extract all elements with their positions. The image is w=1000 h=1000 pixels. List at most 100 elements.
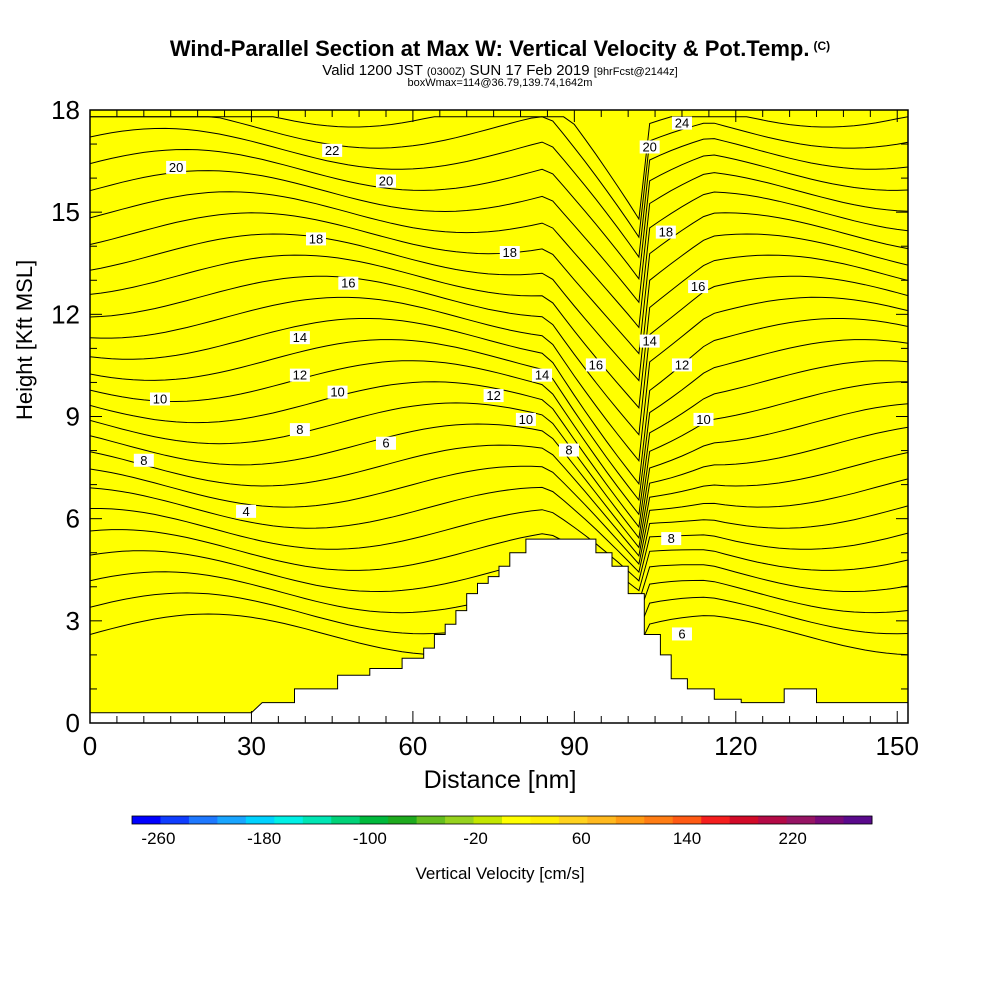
colorbar-segment <box>217 816 247 824</box>
isentrope-label: 20 <box>642 139 656 154</box>
isentrope-label: 24 <box>675 116 689 131</box>
isentrope-label-bg <box>149 392 170 406</box>
terrain <box>90 538 908 723</box>
x-tick-label: 90 <box>560 731 589 761</box>
colorbar-segment <box>188 816 218 824</box>
colorbar-segment <box>644 816 674 824</box>
colorbar-segment <box>530 816 560 824</box>
colorbar-segment <box>815 816 845 824</box>
colorbar-segment <box>786 816 816 824</box>
isentrope-line <box>90 212 908 355</box>
isentrope-label-bg <box>338 276 359 290</box>
isentrope-label-bg <box>688 280 709 294</box>
isentrope-line <box>90 465 908 566</box>
isentrope-label: 12 <box>486 388 500 403</box>
y-tick-label: 3 <box>66 606 80 636</box>
isentrope-label: 16 <box>589 357 603 372</box>
isentrope-labels: 20 22 20 18 16 14 12 10 8 6 10 8 4 18 12 14 10 8 16 24 20 18 1… <box>133 116 714 641</box>
y-tick-label: 0 <box>66 708 80 738</box>
isentrope-line <box>90 296 908 463</box>
isentrope-line <box>90 444 908 558</box>
x-tick-label: 60 <box>398 731 427 761</box>
colorbar-segment <box>302 816 332 824</box>
isentrope-line <box>90 191 908 329</box>
y-tick-label: 9 <box>66 402 80 432</box>
isentrope-label-bg <box>558 443 579 457</box>
colorbar-frame <box>131 815 873 825</box>
isentrope-label-bg <box>671 116 692 130</box>
isentrope-line <box>90 116 908 239</box>
chart-subtitle: Valid 1200 JST (0300Z) SUN 17 Feb 2019 [… <box>0 62 1000 79</box>
colorbar: -260 -180 -100 -20 60 140 220 <box>131 815 873 848</box>
isentrope-label-bg <box>532 368 553 382</box>
isentrope-label: 10 <box>519 412 533 427</box>
colorbar-segment <box>245 816 275 824</box>
isentrope-label: 16 <box>691 279 705 294</box>
isentrope-label: 16 <box>341 276 355 291</box>
isentrope-label: 14 <box>642 334 656 349</box>
isentrope-label-bg <box>639 334 660 348</box>
isentrope-line <box>90 116 908 221</box>
copyright-mark: (C) <box>813 39 831 53</box>
colorbar-segment <box>843 816 873 824</box>
colorbar-segment <box>388 816 418 824</box>
y-axis: 0 3 6 9 12 15 18 <box>51 95 908 738</box>
isentrope-line <box>90 127 908 259</box>
colorbar-segment <box>758 816 788 824</box>
isentrope-line <box>90 360 908 516</box>
isentrope-label-bg <box>661 532 682 546</box>
x-axis: 0 30 60 90 120 150 <box>83 110 919 761</box>
colorbar-segment <box>160 816 190 824</box>
isentrope-label: 14 <box>293 330 307 345</box>
colorbar-segment <box>416 816 446 824</box>
isentrope-label: 18 <box>503 245 517 260</box>
forecast-info: [9hrFcst@2144z] <box>593 66 678 78</box>
isentrope-line <box>90 170 908 304</box>
colorbar-segment <box>502 816 531 824</box>
colorbar-segment <box>473 816 503 824</box>
isentrope-label-bg <box>306 232 327 246</box>
isentrope-label: 10 <box>153 391 167 406</box>
isentrope-label-bg <box>515 412 536 426</box>
isentrope-label: 10 <box>696 412 710 427</box>
colorbar-segment <box>274 816 304 824</box>
isentrope-line <box>90 254 908 409</box>
isentrope-label: 12 <box>293 368 307 383</box>
isentrope-label-bg <box>655 225 676 239</box>
isentrope-label-bg <box>236 504 257 518</box>
isentrope-line <box>90 148 908 281</box>
colorbar-segment <box>558 816 588 824</box>
box-info: boxWmax=114@36.79,139.74,1642m <box>407 77 593 89</box>
colorbar-segment <box>331 816 361 824</box>
isentrope-line <box>90 233 908 382</box>
isentrope-line <box>90 339 908 502</box>
isentrope-label: 4 <box>242 504 249 519</box>
x-tick-label: 120 <box>714 731 757 761</box>
y-axis-label: Height [Kft MSL] <box>12 259 37 420</box>
isentrope-label-bg <box>585 358 606 372</box>
isentrope-line <box>90 402 908 540</box>
isentrope-label-bg <box>375 436 396 450</box>
isentrope-label: 8 <box>296 422 303 437</box>
isentrope-label: 20 <box>169 160 183 175</box>
colorbar-tick-label: 140 <box>673 829 701 848</box>
isentrope-label-bg <box>322 143 343 157</box>
colorbar-segment <box>701 816 731 824</box>
colorbar-tick-label: 220 <box>779 829 807 848</box>
colorbar-tick-label: 60 <box>572 829 591 848</box>
x-tick-label: 0 <box>83 731 97 761</box>
colorbar-segment <box>132 816 161 824</box>
valid-utc: (0300Z) <box>426 66 466 78</box>
isentrope-label-bg <box>639 140 660 154</box>
colorbar-label: Vertical Velocity [cm/s] <box>415 864 585 883</box>
isentrope-label-bg <box>483 389 504 403</box>
colorbar-segment <box>672 816 702 824</box>
isentrope-label: 18 <box>309 231 323 246</box>
x-tick-label: 150 <box>876 731 919 761</box>
isentrope-line <box>90 508 908 582</box>
y-tick-label: 15 <box>51 197 80 227</box>
isentrope-label: 8 <box>565 443 572 458</box>
isentrope-label: 14 <box>535 368 549 383</box>
isentrope-line <box>90 486 908 574</box>
